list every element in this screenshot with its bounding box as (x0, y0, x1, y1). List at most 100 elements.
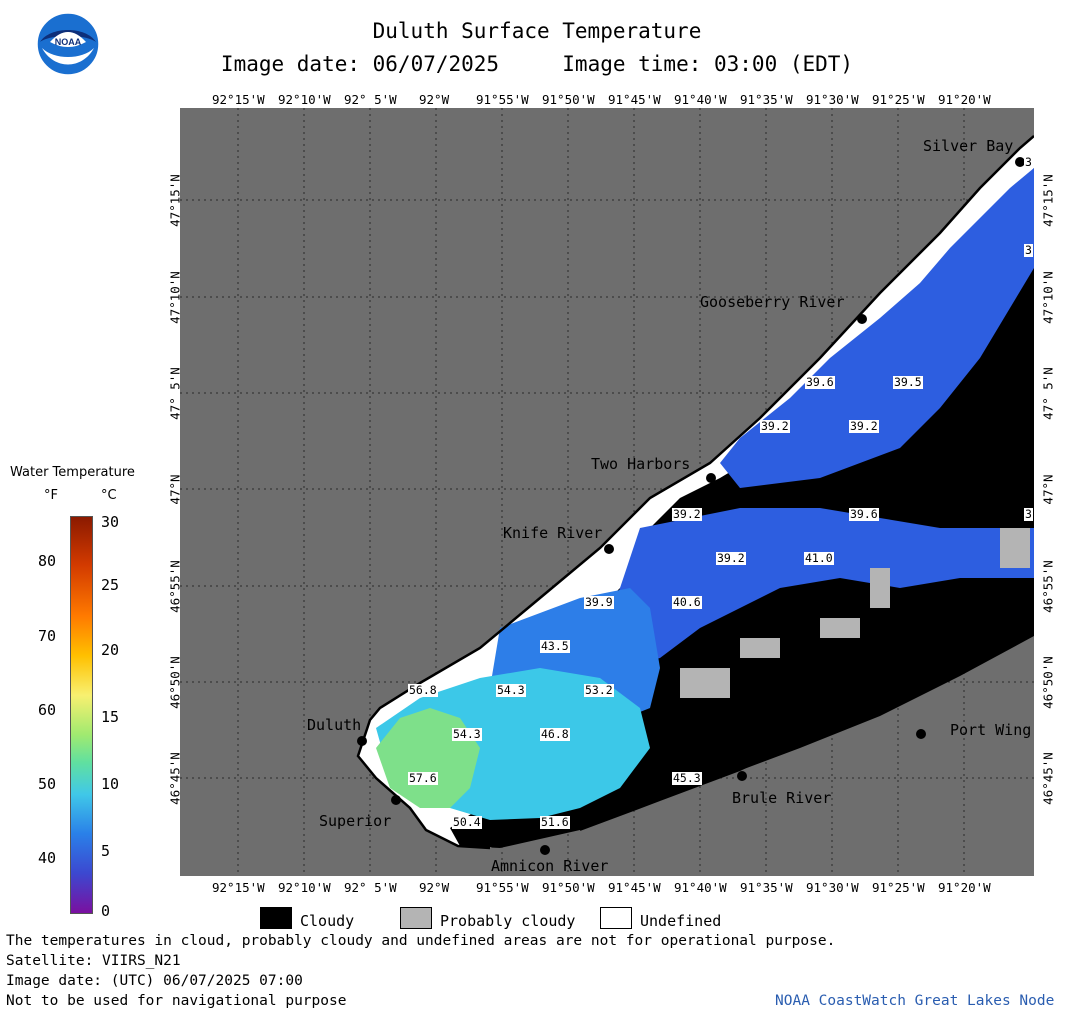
scale-unit-f: °F (44, 488, 58, 503)
noaa-logo-text: NOAA (55, 37, 82, 47)
scale-tick-f: 70 (38, 627, 57, 645)
lon-label-top: 91°35'W (740, 92, 793, 107)
south-shoreline (579, 629, 1035, 831)
legend-label-cloudy: Cloudy (300, 912, 355, 930)
temp-label: 50.4 (452, 815, 482, 829)
scale-title: Water Temperature (10, 465, 135, 480)
lon-label-top: 91°50'W (542, 92, 595, 107)
place-label-port-wing: Port Wing (950, 721, 1032, 739)
lon-label-top: 92° 5'W (344, 92, 397, 107)
lon-label-bottom: 91°50'W (542, 880, 595, 895)
lon-label-top: 91°30'W (806, 92, 859, 107)
temp-label: 39.2 (760, 419, 790, 433)
lat-label-right: 47°10'N (1040, 271, 1056, 324)
temp-label: 3 (1024, 155, 1033, 169)
temp-label: 39.2 (672, 507, 702, 521)
lon-label-bottom: 91°35'W (740, 880, 793, 895)
page-title: Duluth Surface Temperature (372, 19, 702, 43)
temp-label: 45.3 (672, 771, 702, 785)
temp-label: 40.6 (672, 595, 702, 609)
temp-label: 3 (1024, 507, 1033, 521)
lat-label-left: 46°55'N (167, 560, 183, 613)
lat-label-left: 47°10'N (167, 271, 183, 324)
temp-label: 53.2 (584, 683, 614, 697)
scale-tick-c: 25 (101, 576, 120, 594)
lon-label-top: 92°15'W (212, 92, 265, 107)
blue-water-area-2 (600, 508, 1034, 668)
lat-label-left: 46°45'N (167, 752, 183, 805)
probably-cloudy-areas (680, 528, 1030, 698)
lon-label-bottom: 91°20'W (938, 880, 991, 895)
temp-label: 54.3 (496, 683, 526, 697)
footer-navigation-warning: Not to be used for navigational purpose (6, 993, 347, 1009)
legend-label-undefined: Undefined (640, 912, 722, 930)
scale-tick-c: 20 (101, 641, 120, 659)
place-label-two-harbors: Two Harbors (591, 455, 691, 473)
lon-label-bottom: 92° 5'W (344, 880, 397, 895)
legend-swatch-undefined (600, 907, 632, 929)
place-label-duluth: Duluth (307, 716, 362, 734)
scale-unit-c: °C (101, 488, 117, 503)
temp-label: 41.0 (804, 551, 834, 565)
temperature-color-bar (70, 516, 93, 914)
lat-label-right: 46°50'N (1040, 656, 1056, 709)
footer-satellite: Satellite: VIIRS_N21 (6, 953, 181, 969)
place-marker (391, 795, 401, 805)
temp-label: 46.8 (540, 727, 570, 741)
lon-label-bottom: 91°55'W (476, 880, 529, 895)
temp-label: 39.6 (805, 375, 835, 389)
legend-label-probably-cloudy: Probably cloudy (440, 912, 576, 930)
map-canvas (180, 108, 1035, 876)
temp-label: 51.6 (540, 815, 570, 829)
scale-tick-f: 40 (38, 849, 57, 867)
scale-tick-c: 30 (101, 513, 120, 531)
scale-tick-c: 10 (101, 775, 120, 793)
place-label-amnicon-river: Amnicon River (491, 857, 609, 875)
temp-label: 39.2 (849, 419, 879, 433)
scale-tick-c: 15 (101, 708, 120, 726)
lon-label-top: 92°10'W (278, 92, 331, 107)
place-label-silver-bay: Silver Bay (923, 137, 1014, 155)
lon-label-bottom: 91°45'W (608, 880, 661, 895)
lon-label-bottom: 92°15'W (212, 880, 265, 895)
lat-label-right: 47°N (1040, 474, 1056, 505)
map-panel (180, 108, 1035, 876)
lon-label-top: 92°W (419, 92, 450, 107)
temp-label: 39.2 (716, 551, 746, 565)
scale-tick-f: 50 (38, 775, 57, 793)
place-marker (737, 771, 747, 781)
scale-tick-c: 0 (101, 902, 111, 920)
legend-swatch-cloudy (260, 907, 292, 929)
lon-label-top: 91°20'W (938, 92, 991, 107)
place-marker (540, 845, 550, 855)
footer-disclaimer: The temperatures in cloud, probably clou… (6, 933, 836, 949)
lat-label-left: 47° 5'N (167, 367, 183, 420)
temp-label: 54.3 (452, 727, 482, 741)
lon-label-top: 91°45'W (608, 92, 661, 107)
place-label-brule-river: Brule River (732, 789, 832, 807)
lat-label-right: 47° 5'N (1040, 367, 1056, 420)
lon-label-bottom: 91°30'W (806, 880, 859, 895)
temp-label: 39.9 (584, 595, 614, 609)
temp-label: 57.6 (408, 771, 438, 785)
lon-label-bottom: 92°W (419, 880, 450, 895)
lat-label-left: 47°15'N (167, 174, 183, 227)
noaa-logo: NOAA (36, 12, 100, 76)
temp-label: 56.8 (408, 683, 438, 697)
blue-water-area (720, 168, 1034, 488)
footer-credit: NOAA CoastWatch Great Lakes Node (775, 993, 1055, 1009)
lat-label-right: 47°15'N (1040, 174, 1056, 227)
lon-label-bottom: 91°40'W (674, 880, 727, 895)
legend-swatch-probably-cloudy (400, 907, 432, 929)
scale-tick-f: 80 (38, 552, 57, 570)
place-label-superior: Superior (319, 812, 392, 830)
place-marker (1015, 157, 1025, 167)
place-marker (857, 314, 867, 324)
temp-label: 43.5 (540, 639, 570, 653)
place-marker (604, 544, 614, 554)
lon-label-top: 91°25'W (872, 92, 925, 107)
lat-label-right: 46°45'N (1040, 752, 1056, 805)
temp-label: 39.5 (893, 375, 923, 389)
lat-label-left: 46°50'N (167, 656, 183, 709)
place-marker (916, 729, 926, 739)
